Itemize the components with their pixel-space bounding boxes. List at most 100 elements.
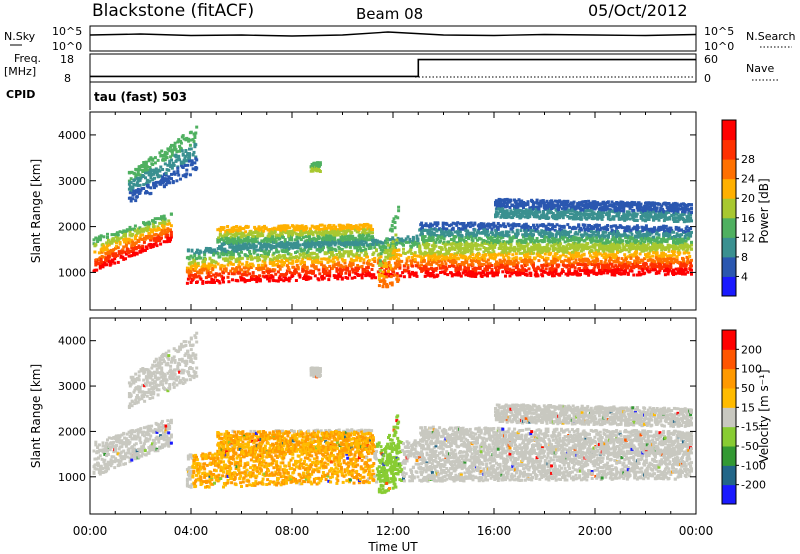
echo-cell <box>431 238 435 242</box>
echo-cell <box>168 181 172 185</box>
echo-cell <box>416 239 420 243</box>
echo-cell <box>536 240 540 243</box>
echo-cell <box>548 228 552 231</box>
echo-cell <box>152 183 156 187</box>
echo-cell <box>366 262 370 266</box>
echo-cell <box>144 163 148 167</box>
echo-cell <box>261 259 265 263</box>
echo-cell <box>267 251 270 255</box>
echo-cell <box>181 153 185 157</box>
echo-cell <box>189 147 193 151</box>
echo-cell <box>371 264 375 268</box>
echo-cell <box>502 255 506 259</box>
echo-cell <box>504 225 507 229</box>
echo-cell <box>248 272 252 276</box>
echo-cell <box>238 260 242 264</box>
echo-cell <box>434 244 438 248</box>
echo-cell <box>190 260 194 264</box>
echo-cell <box>191 153 195 157</box>
echo-cell <box>458 267 462 271</box>
echo-cell <box>166 177 170 181</box>
echo-cell <box>374 276 378 280</box>
echo-cell <box>163 158 167 162</box>
echo-cell <box>176 140 180 144</box>
echo-cell <box>218 229 222 233</box>
echo-cell <box>148 166 152 169</box>
echo-cell <box>151 230 154 234</box>
echo-cell <box>204 264 208 268</box>
echo-cell <box>289 256 293 260</box>
echo-cell <box>251 271 255 275</box>
echo-cell <box>302 268 306 272</box>
echo-cell <box>234 258 238 262</box>
echo-cell <box>385 275 389 279</box>
echo-cell <box>151 178 155 182</box>
echo-cell <box>106 258 110 261</box>
echo-cell <box>303 260 306 264</box>
echo-cell <box>212 278 216 282</box>
echo-cell <box>141 170 145 173</box>
echo-cell <box>304 256 308 260</box>
echo-cell <box>356 243 360 247</box>
echo-cell <box>486 274 489 278</box>
echo-cell <box>164 171 168 175</box>
echo-cell <box>135 252 139 256</box>
echo-cell <box>165 151 169 155</box>
echo-cell <box>514 223 518 227</box>
echo-cell <box>282 245 286 249</box>
echo-cell <box>227 280 231 284</box>
echo-cell <box>256 259 260 263</box>
date-title: 05/Oct/2012 <box>588 1 688 20</box>
echo-cell <box>158 228 162 232</box>
echo-cell <box>665 264 669 268</box>
echo-cell <box>683 272 687 276</box>
echo-cell <box>227 251 231 254</box>
echo-cell <box>106 248 109 252</box>
echo-cell <box>406 266 410 270</box>
echo-cell <box>320 263 324 267</box>
echo-cell <box>98 264 102 268</box>
echo-cell <box>130 170 134 174</box>
echo-cell <box>188 147 191 151</box>
echo-cell <box>162 227 166 231</box>
echo-cell <box>205 247 209 251</box>
echo-cell <box>150 234 154 238</box>
echo-cell <box>223 258 227 262</box>
echo-cell <box>390 283 394 287</box>
echo-cell <box>367 259 371 263</box>
echo-cell <box>243 280 247 284</box>
echo-cell <box>198 271 202 275</box>
echo-cell <box>291 274 295 278</box>
echo-cell <box>459 274 463 278</box>
echo-cell <box>186 277 190 281</box>
echo-cell <box>111 259 115 263</box>
echo-cell <box>149 176 153 179</box>
echo-cell <box>308 227 312 231</box>
echo-cell <box>166 230 170 234</box>
echo-cell <box>276 255 279 258</box>
echo-cell <box>457 257 461 261</box>
echo-cell <box>260 254 264 258</box>
echo-cell <box>165 181 169 185</box>
echo-cell <box>139 237 143 241</box>
echo-cell <box>196 261 200 265</box>
echo-cell <box>413 251 417 255</box>
echo-cell <box>638 252 642 256</box>
echo-cell <box>309 247 313 251</box>
echo-cell <box>138 178 142 182</box>
echo-cell <box>559 242 563 246</box>
echo-cell <box>616 256 620 260</box>
echo-cell <box>218 255 222 259</box>
echo-cell <box>101 242 105 246</box>
freq-tick-high: 18 <box>60 53 74 66</box>
echo-cell <box>681 272 684 276</box>
echo-cell <box>303 263 306 267</box>
echo-cell <box>317 236 321 240</box>
echo-cell <box>231 267 234 271</box>
echo-cell <box>370 268 374 271</box>
echo-cell <box>322 272 326 276</box>
echo-cell <box>248 278 252 282</box>
echo-cell <box>525 273 529 277</box>
echo-cell <box>163 150 167 154</box>
echo-cell <box>287 261 291 265</box>
